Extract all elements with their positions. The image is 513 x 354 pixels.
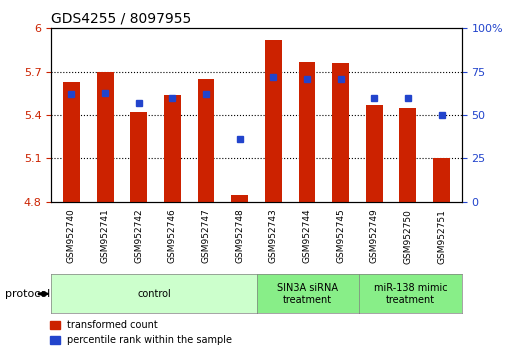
Bar [130, 112, 147, 202]
Bar [299, 62, 315, 202]
Bar [400, 108, 416, 202]
Text: GSM952747: GSM952747 [202, 209, 210, 263]
Text: GSM952741: GSM952741 [101, 209, 110, 263]
Text: GDS4255 / 8097955: GDS4255 / 8097955 [51, 12, 191, 26]
Text: miR-138 mimic
treatment: miR-138 mimic treatment [373, 283, 447, 305]
Text: GSM952746: GSM952746 [168, 209, 177, 263]
Bar [164, 95, 181, 202]
Text: GSM952745: GSM952745 [336, 209, 345, 263]
Text: GSM952740: GSM952740 [67, 209, 76, 263]
Bar [198, 79, 214, 202]
Legend: transformed count, percentile rank within the sample: transformed count, percentile rank withi… [46, 316, 236, 349]
Text: control: control [137, 289, 171, 299]
Bar [265, 40, 282, 202]
Text: GSM952751: GSM952751 [437, 209, 446, 264]
Text: GSM952748: GSM952748 [235, 209, 244, 263]
Text: SIN3A siRNA
treatment: SIN3A siRNA treatment [278, 283, 338, 305]
Text: GSM952744: GSM952744 [303, 209, 311, 263]
Text: protocol: protocol [5, 289, 50, 299]
Text: GSM952743: GSM952743 [269, 209, 278, 263]
Text: GSM952749: GSM952749 [370, 209, 379, 263]
Bar [433, 159, 450, 202]
Bar [332, 63, 349, 202]
Bar [231, 195, 248, 202]
Bar [63, 82, 80, 202]
Text: GSM952750: GSM952750 [403, 209, 412, 264]
Bar [97, 72, 113, 202]
Text: GSM952742: GSM952742 [134, 209, 143, 263]
Bar [366, 105, 383, 202]
